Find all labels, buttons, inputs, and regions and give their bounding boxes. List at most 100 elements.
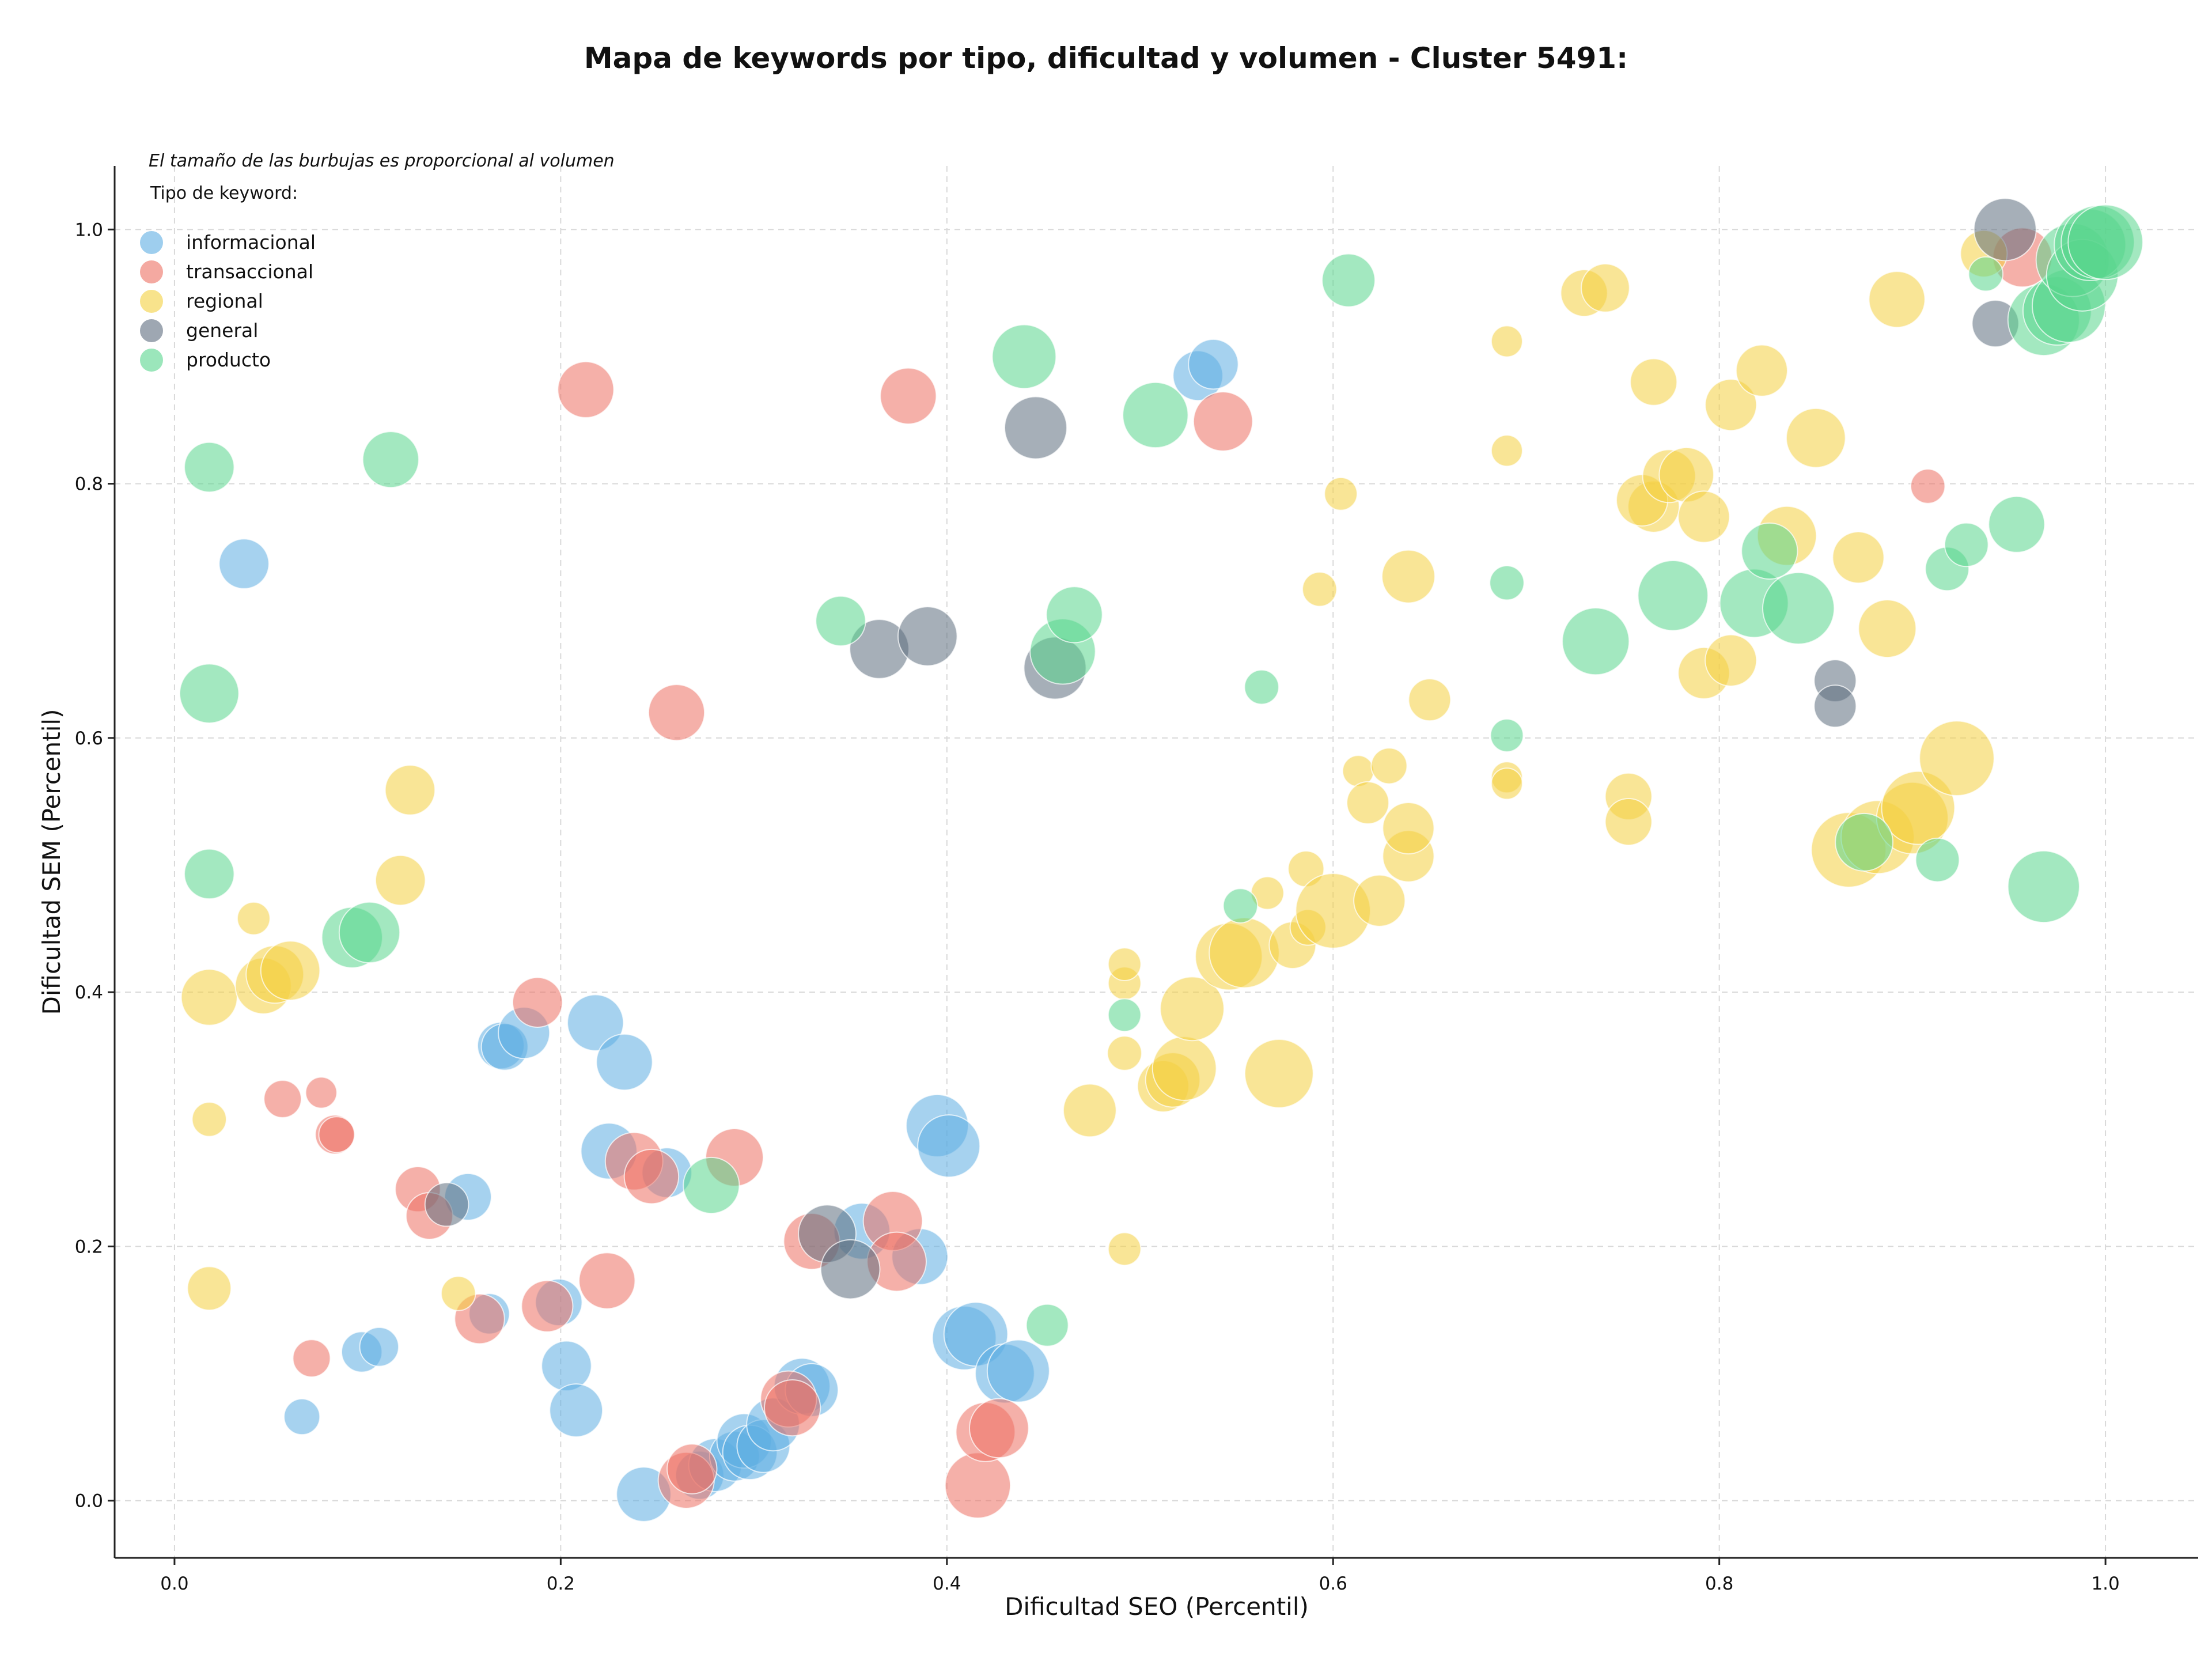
y-tick-label: 0.4 [75, 982, 103, 1003]
bubble-regional [1705, 379, 1758, 432]
bubble-transaccional [1910, 468, 1946, 504]
bubble-producto [179, 663, 240, 724]
bubble-producto [1244, 669, 1279, 705]
bubble-transaccional [292, 1339, 331, 1378]
bubble-general [820, 1239, 881, 1300]
legend-marker-producto [140, 349, 163, 372]
bubble-producto [1944, 522, 1989, 567]
bubble-regional [1785, 407, 1846, 468]
bubble-regional [1107, 947, 1142, 981]
bubble-producto [362, 431, 419, 489]
y-tick-label: 0.2 [75, 1236, 103, 1257]
legend-label-producto: producto [186, 349, 271, 371]
bubble-informacional [541, 1340, 592, 1392]
bubble-informacional [549, 1383, 604, 1437]
bubble-regional [1677, 490, 1730, 543]
axis-ticks: 0.0 0.2 0.4 0.6 0.8 1.0 0.0 0.2 0.4 0.6 0.8 1.0 [75, 220, 2120, 1594]
legend-note: El tamaño de las burbujas es proporciona… [149, 151, 615, 171]
bubble-transaccional [968, 1398, 1029, 1459]
bubble-regional [1152, 1036, 1217, 1101]
bubble-producto [1968, 256, 2003, 292]
bubble-informacional [986, 1339, 1050, 1403]
bubble-regional [384, 765, 436, 816]
series-general [424, 198, 2037, 1300]
bubble-regional [1302, 572, 1338, 607]
y-tick-label: 0.8 [75, 474, 103, 495]
bubble-producto [815, 595, 866, 647]
series-transaccional [263, 227, 2053, 1519]
legend-label-informacional: informacional [186, 231, 316, 253]
bubble-informacional [917, 1114, 981, 1178]
bubble-producto [1489, 565, 1525, 601]
series-producto [179, 204, 2143, 1347]
bubble-producto [2007, 850, 2080, 924]
bubble-producto [1122, 381, 1189, 449]
bubble-regional [1705, 634, 1758, 687]
bubble-informacional [218, 538, 270, 589]
bubble-regional [1346, 781, 1390, 824]
bubble-regional [1160, 976, 1225, 1042]
bubble-transaccional [512, 977, 563, 1028]
legend: El tamaño de las burbujas es proporciona… [140, 151, 615, 372]
bubble-transaccional [623, 1148, 680, 1205]
bubble-regional [1408, 678, 1452, 722]
bubble-regional [1630, 358, 1678, 406]
bubble-regional [260, 940, 321, 1001]
bubble-regional [1353, 874, 1406, 927]
bubble-regional [374, 854, 426, 906]
legend-marker-transaccional [140, 260, 163, 283]
y-tick-label: 1.0 [75, 220, 103, 240]
bubble-regional [1604, 797, 1653, 846]
bubble-general [1973, 198, 2037, 262]
bubble-regional [1735, 344, 1788, 397]
grid-lines [115, 166, 2198, 1558]
bubble-general [897, 606, 958, 667]
bubble-transaccional [1192, 391, 1253, 452]
bubble-producto [1490, 718, 1524, 752]
bubble-producto [1046, 586, 1103, 644]
bubble-producto [338, 901, 401, 964]
x-axis-label: Dificultad SEO (Percentil) [1005, 1592, 1309, 1621]
bubble-transaccional [944, 1452, 1012, 1519]
bubble-regional [1490, 325, 1523, 358]
bubble-transaccional [305, 1076, 338, 1109]
bubble-producto [184, 441, 235, 493]
x-tick-label: 0.8 [1705, 1573, 1733, 1594]
bubble-producto [1637, 560, 1709, 631]
legend-marker-regional [140, 290, 163, 313]
bubble-general [1813, 684, 1857, 728]
bubble-regional [1858, 599, 1917, 659]
bubble-regional [1107, 1232, 1142, 1266]
bubble-transaccional [880, 367, 937, 425]
bubble-regional [1209, 917, 1280, 989]
bubble-transaccional [521, 1280, 574, 1333]
bubble-layer [179, 198, 2143, 1522]
bubble-general [424, 1182, 469, 1227]
bubble-producto [1762, 572, 1835, 645]
bubble-regional [237, 901, 271, 936]
bubble-regional [180, 968, 238, 1026]
bubble-regional [1244, 1038, 1314, 1108]
legend-label-general: general [186, 319, 258, 342]
bubble-producto [2067, 204, 2143, 281]
bubble-informacional [359, 1326, 399, 1367]
bubble-regional [1919, 720, 1995, 796]
bubble-producto [1321, 253, 1376, 308]
y-tick-label: 0.0 [75, 1491, 103, 1512]
bubble-regional [1370, 747, 1408, 785]
bubble-regional [1107, 1035, 1142, 1071]
bubble-regional [1381, 549, 1435, 604]
bubble-transaccional [263, 1080, 302, 1118]
legend-marker-general [140, 319, 163, 342]
bubble-producto [1107, 998, 1142, 1032]
y-axis-label: Dificultad SEM (Percentil) [37, 709, 66, 1015]
legend-label-regional: regional [186, 290, 263, 312]
bubble-informacional [1188, 338, 1239, 390]
legend-items: informacional transaccional regional genera… [140, 231, 316, 372]
bubble-regional [1062, 1083, 1117, 1138]
bubble-transaccional [647, 684, 706, 741]
bubble-informacional [567, 994, 624, 1051]
bubble-regional [1581, 263, 1630, 313]
x-tick-label: 0.6 [1319, 1573, 1347, 1594]
